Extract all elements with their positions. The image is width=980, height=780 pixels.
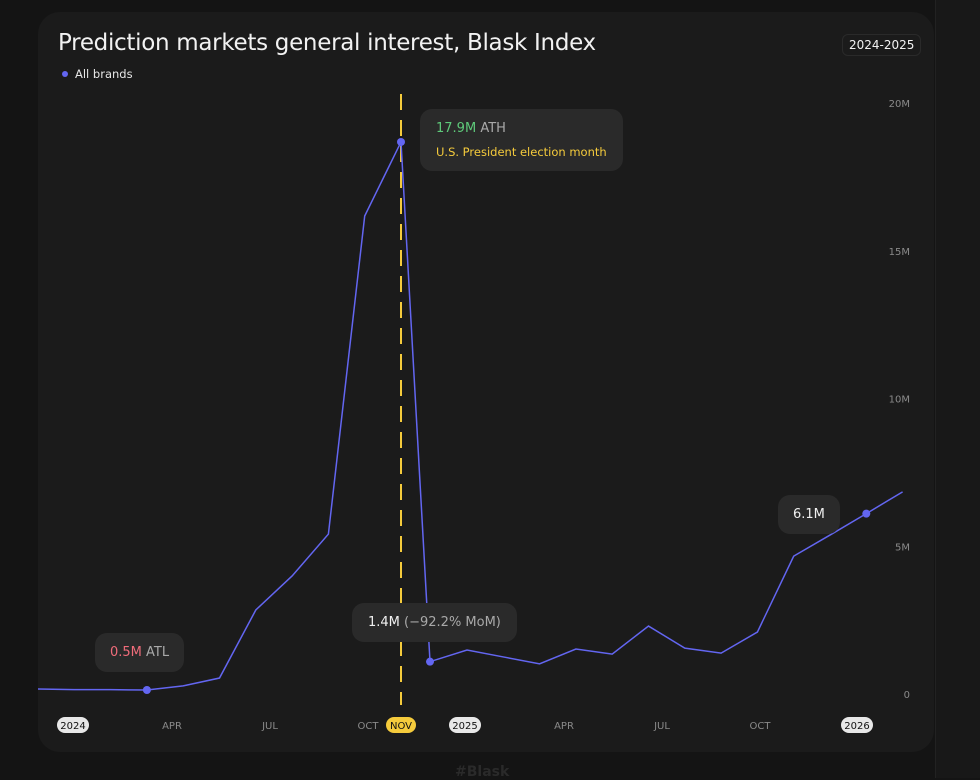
x-tick-label: NOV bbox=[390, 721, 412, 732]
chart-title: Prediction markets general interest, Bla… bbox=[58, 30, 596, 56]
data-point bbox=[397, 137, 405, 146]
legend-label: All brands bbox=[75, 67, 133, 81]
x-tick-label: OCT bbox=[750, 721, 772, 732]
last-value-tooltip: 6.1M bbox=[778, 495, 840, 534]
date-range-button[interactable]: 2024-2025 bbox=[842, 34, 922, 56]
ath-note: U.S. President election month bbox=[436, 145, 607, 159]
x-tick-pill bbox=[57, 717, 89, 733]
side-panel-edge bbox=[935, 0, 980, 778]
x-tick-label: JUL bbox=[653, 721, 670, 732]
drop-tooltip: 1.4M (−92.2% MoM) bbox=[352, 603, 517, 642]
x-tick-pill bbox=[841, 717, 873, 733]
atl-tooltip: 0.5M ATL bbox=[95, 633, 185, 672]
x-tick-label: APR bbox=[162, 721, 182, 732]
y-tick-label: 0 bbox=[904, 690, 910, 701]
data-point bbox=[862, 509, 871, 518]
atl-tag: ATL bbox=[146, 645, 170, 660]
blask-watermark: #Blask bbox=[455, 764, 510, 780]
y-tick-label: 15M bbox=[889, 247, 910, 258]
y-tick-label: 10M bbox=[889, 395, 910, 406]
data-point bbox=[426, 657, 434, 666]
y-tick-label: 20M bbox=[889, 99, 910, 110]
drop-change: (−92.2% MoM) bbox=[404, 615, 501, 630]
x-tick-label: APR bbox=[554, 721, 574, 732]
data-point bbox=[142, 686, 151, 694]
legend-item-all-brands[interactable]: All brands bbox=[62, 67, 133, 81]
y-tick-label: 5M bbox=[895, 542, 910, 553]
x-tick-pill bbox=[449, 717, 481, 733]
atl-value: 0.5M bbox=[110, 645, 142, 660]
legend-dot-icon bbox=[62, 71, 68, 77]
ath-tooltip: 17.9M ATH U.S. President election month bbox=[420, 109, 623, 171]
series-line-all-brands bbox=[37, 139, 903, 691]
x-tick-label: 2026 bbox=[844, 721, 869, 732]
x-tick-label: OCT bbox=[358, 721, 380, 732]
ath-tag: ATH bbox=[480, 121, 506, 136]
x-tick-pill bbox=[386, 717, 416, 733]
x-tick-label: 2024 bbox=[60, 721, 85, 732]
ath-value: 17.9M bbox=[436, 121, 477, 136]
x-tick-label: 2025 bbox=[452, 721, 477, 732]
drop-value: 1.4M bbox=[368, 615, 400, 630]
x-tick-label: JUL bbox=[261, 721, 278, 732]
